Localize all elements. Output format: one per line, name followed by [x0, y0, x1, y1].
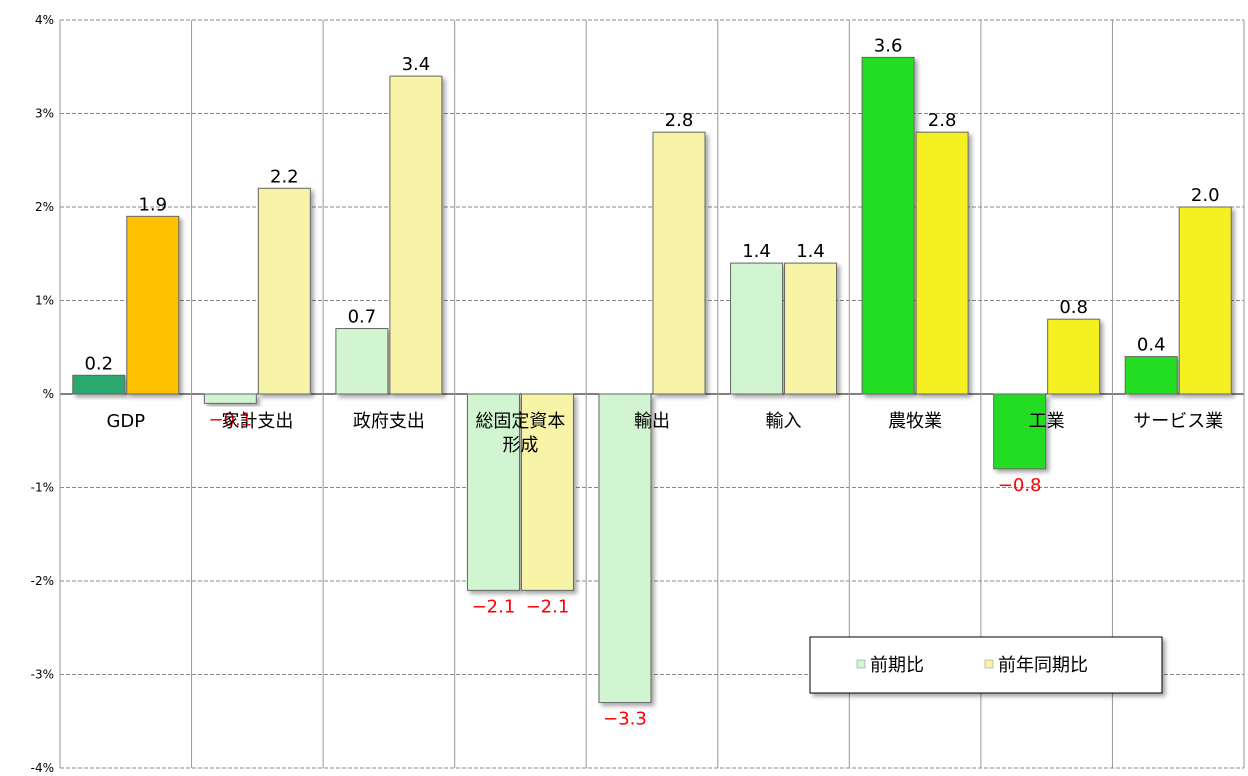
- bar-series1: [993, 393, 1047, 470]
- bar-series1: [466, 393, 520, 591]
- data-label: 1.9: [138, 194, 167, 215]
- data-label: −0.1: [208, 409, 252, 430]
- category-label: 輸出: [634, 411, 670, 432]
- bar-series1: [72, 374, 126, 395]
- data-label: 2.2: [270, 166, 299, 187]
- data-label: 3.4: [402, 54, 431, 75]
- category-label: 総固定資本: [475, 411, 565, 432]
- bar-series2: [1178, 206, 1232, 395]
- data-label: 0.2: [84, 353, 113, 374]
- category-label: 家計支出: [221, 411, 293, 432]
- bar-series2: [389, 75, 443, 395]
- legend-swatch-series1: [856, 659, 866, 669]
- y-tick-label: 3%: [35, 107, 54, 121]
- bar-series2: [520, 393, 574, 591]
- bar-series1: [730, 262, 784, 395]
- category-label: 政府支出: [353, 411, 425, 432]
- category-label: サービス業: [1133, 411, 1223, 432]
- y-tick-label: 2%: [35, 200, 54, 214]
- y-tick-label: -4%: [31, 761, 54, 775]
- data-label: 1.4: [742, 241, 771, 262]
- bars: [72, 56, 1232, 704]
- bar-series2: [1047, 318, 1101, 395]
- data-label: 0.7: [348, 307, 377, 328]
- data-label: −0.8: [998, 475, 1042, 496]
- category-label: 農牧業: [888, 411, 942, 432]
- category-label: 形成: [502, 435, 538, 456]
- data-label: −3.3: [603, 709, 647, 730]
- legend: 前期比 前年同期比: [809, 636, 1163, 694]
- data-label: 2.8: [665, 110, 694, 131]
- data-label: 1.4: [796, 241, 825, 262]
- legend-label-series1: 前期比: [870, 655, 924, 676]
- bar-series2: [784, 262, 838, 395]
- bar-series2: [257, 187, 311, 395]
- data-label: −2.1: [526, 596, 570, 617]
- y-tick-label: 4%: [35, 13, 54, 27]
- bar-series2: [652, 131, 706, 395]
- y-tick-label: 1%: [35, 294, 54, 308]
- bar-series1: [598, 393, 652, 704]
- bar-series1: [1124, 356, 1178, 395]
- y-tick-label: -2%: [31, 574, 54, 588]
- bar-series1: [335, 328, 389, 395]
- bar-series1: [861, 56, 915, 395]
- legend-swatch-series2: [984, 659, 994, 669]
- y-tick-label: -3%: [31, 668, 54, 682]
- y-tick-label: -1%: [31, 481, 54, 495]
- data-label: 3.6: [874, 35, 903, 56]
- data-label: −2.1: [472, 596, 516, 617]
- data-label: 0.4: [1137, 335, 1166, 356]
- data-label: 2.0: [1191, 185, 1220, 206]
- category-label: GDP: [106, 411, 145, 432]
- y-tick-label: %: [43, 387, 54, 401]
- data-label: 2.8: [928, 110, 957, 131]
- bar-series2: [126, 215, 180, 395]
- category-label: 工業: [1029, 411, 1065, 432]
- legend-label-series2: 前年同期比: [998, 655, 1088, 676]
- labels: 4% 3% 2% 1%% -1% -2% -3% -4% 0.2 1.9 GDP −0.1 2.2 家計支…: [31, 13, 1224, 775]
- bar-series2: [915, 131, 969, 395]
- category-label: 輸入: [766, 411, 802, 432]
- data-label: 0.8: [1059, 297, 1088, 318]
- bar-series1: [203, 393, 257, 404]
